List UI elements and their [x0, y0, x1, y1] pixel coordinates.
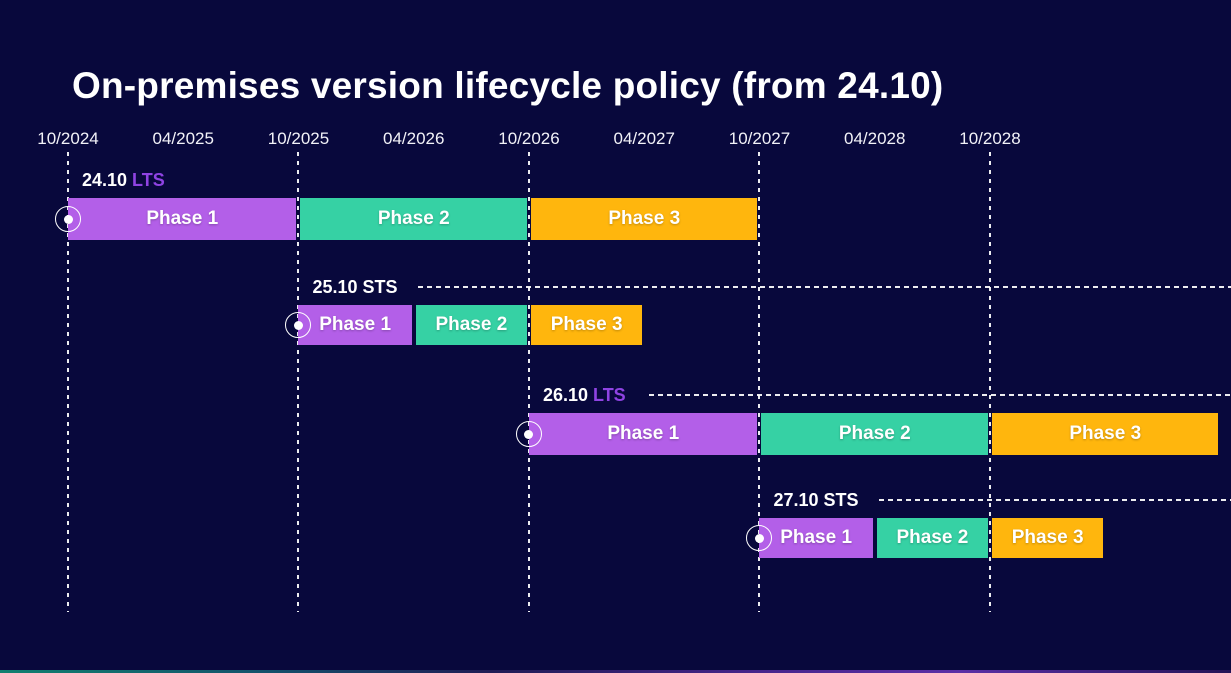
leader-dashed-line	[648, 394, 1231, 396]
marker-dot	[754, 533, 764, 543]
phase-bar-label: Phase 2	[896, 527, 969, 548]
release-version: 26.10	[542, 385, 594, 405]
release-label: 24.10 LTS	[82, 170, 165, 190]
phase-bar-label: Phase 2	[377, 208, 450, 229]
release-channel-badge: STS	[823, 490, 859, 510]
phase-bar-label: Phase 1	[319, 314, 392, 335]
leader-dashed-line	[879, 499, 1231, 501]
timeline-tick-label: 04/2025	[152, 129, 214, 148]
phase-bar: Phase 2	[415, 305, 527, 345]
phase-bar-label: Phase 3	[608, 208, 681, 229]
timeline-gridline	[527, 152, 530, 612]
timeline-tick-label: 10/2024	[37, 129, 99, 148]
release-channel-badge: LTS	[593, 385, 626, 405]
timeline-gridline	[297, 152, 300, 612]
phase-bar-label: Phase 3	[1011, 527, 1084, 548]
phase-bar: Phase 1	[298, 305, 412, 345]
bottom-gradient-strip	[0, 670, 1231, 673]
phase-bar: Phase 3	[530, 198, 758, 240]
phase-bar: Phase 1	[759, 518, 873, 558]
timeline-tick-label: 10/2026	[498, 129, 560, 148]
phase-bar: Phase 2	[761, 413, 988, 455]
phase-bar-label: Phase 1	[146, 208, 219, 229]
phase-bar-label: Phase 3	[550, 314, 623, 335]
release-version: 27.10	[773, 490, 824, 510]
release-label: 27.10 STS	[773, 490, 858, 510]
timeline-tick-label: 04/2027	[613, 129, 675, 148]
phase-bar: Phase 1	[528, 413, 758, 455]
phase-bar-label: Phase 1	[780, 527, 853, 548]
phase-bar: Phase 3	[991, 518, 1104, 558]
timeline-gridline	[758, 152, 761, 612]
release-version: 25.10	[312, 277, 363, 297]
release-label: 26.10 LTS	[543, 385, 626, 405]
release-start-marker-icon	[515, 421, 542, 447]
marker-dot	[63, 214, 73, 224]
release-channel-badge: LTS	[132, 170, 165, 190]
release-channel-badge: STS	[362, 277, 398, 297]
phase-bar: Phase 3	[991, 413, 1219, 455]
marker-dot	[293, 320, 303, 330]
timeline-gridline	[67, 152, 69, 612]
timeline-tick-label: 04/2028	[844, 129, 906, 148]
timeline-tick-label: 10/2028	[959, 129, 1021, 148]
phase-bar-label: Phase 2	[838, 423, 911, 444]
release-start-marker-icon	[746, 525, 773, 551]
phase-bar-label: Phase 3	[1069, 423, 1142, 444]
release-version: 24.10	[82, 170, 133, 190]
page-title: On-premises version lifecycle policy (fr…	[72, 64, 944, 106]
phase-bar: Phase 2	[300, 198, 527, 240]
timeline-gridline	[988, 152, 991, 612]
phase-bar: Phase 2	[876, 518, 988, 558]
release-label: 25.10 STS	[312, 277, 397, 297]
phase-bar: Phase 1	[68, 198, 297, 240]
release-start-marker-icon	[285, 312, 312, 338]
phase-bar-label: Phase 1	[607, 423, 680, 444]
timeline-tick-label: 04/2026	[383, 129, 445, 148]
leader-dashed-line	[418, 286, 1231, 288]
timeline-tick-label: 10/2027	[728, 129, 791, 148]
phase-bar-label: Phase 2	[435, 314, 508, 335]
timeline-tick-label: 10/2025	[267, 129, 330, 148]
marker-dot	[524, 429, 534, 439]
phase-bar: Phase 3	[530, 305, 643, 345]
release-start-marker-icon	[55, 206, 81, 232]
